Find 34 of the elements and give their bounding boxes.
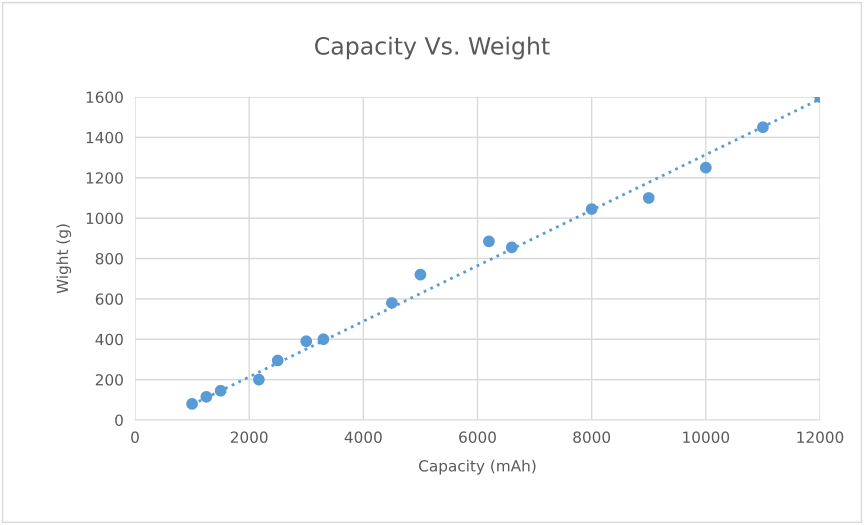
x-tick-label: 4000 <box>344 431 382 443</box>
point <box>186 398 198 410</box>
point <box>318 333 330 346</box>
point <box>700 162 712 174</box>
y-tick-label: 600 <box>96 293 123 305</box>
point <box>506 242 518 254</box>
y-tick-label: 800 <box>96 252 123 265</box>
y-tick-label: 1400 <box>86 132 123 144</box>
y-tick-label: 1200 <box>86 172 123 184</box>
point <box>586 203 598 215</box>
x-axis-title: Capacity (mAh) <box>419 460 536 475</box>
point <box>272 354 284 366</box>
x-tick-label: 10000 <box>683 431 730 443</box>
y-tick-label: 1600 <box>86 91 123 104</box>
x-tick-label: 0 <box>131 431 139 443</box>
y-tick-label: 0 <box>115 414 123 426</box>
point <box>483 235 495 248</box>
chart-title: Capacity Vs. Weight <box>315 36 550 60</box>
x-tick-label: 8000 <box>573 431 610 443</box>
point <box>757 121 769 134</box>
point <box>253 374 265 386</box>
y-tick-label: 400 <box>95 334 123 346</box>
y-tick-label: 1000 <box>86 212 123 224</box>
point <box>200 390 212 403</box>
point <box>386 297 398 309</box>
point <box>642 192 655 204</box>
y-axis-title: Wight (g) <box>56 224 72 294</box>
point <box>300 335 312 348</box>
x-tick-label: 6000 <box>459 431 496 443</box>
point <box>214 384 226 397</box>
point <box>414 268 426 280</box>
y-tick-label: 200 <box>96 374 123 386</box>
x-tick-label: 12000 <box>797 431 844 443</box>
x-tick-label: 2000 <box>230 431 268 443</box>
